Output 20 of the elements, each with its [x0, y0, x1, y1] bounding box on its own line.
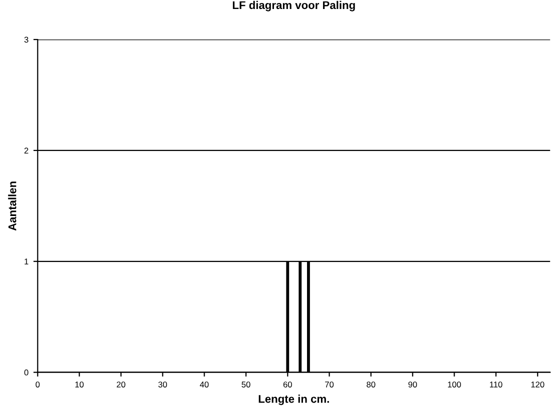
x-tick-label: 80	[366, 382, 376, 388]
chart-title: LF diagram voor Paling	[232, 0, 355, 12]
x-tick-label: 50	[242, 382, 250, 388]
x-tick-label: 0	[36, 382, 40, 388]
x-tick-label: 40	[200, 382, 209, 388]
x-tick-label: 30	[158, 382, 167, 388]
x-tick-label: 60	[283, 382, 292, 388]
y-tick-label: 0	[24, 370, 28, 376]
y-axis-title: Aantallen	[8, 182, 16, 231]
x-tick-label: 110	[490, 382, 502, 388]
x-tick-label: 20	[116, 382, 126, 388]
y-tick-label: 2	[24, 148, 28, 154]
x-tick-label: 10	[75, 382, 84, 388]
x-tick-label: 120	[531, 382, 544, 388]
x-tick-label: 70	[325, 382, 334, 388]
y-tick-label: 1	[24, 258, 28, 264]
x-tick-label: 90	[408, 382, 417, 388]
x-tick-label: 100	[448, 382, 461, 388]
y-tick-label: 3	[24, 36, 28, 43]
x-axis-title: Lengte in cm.	[258, 394, 329, 406]
